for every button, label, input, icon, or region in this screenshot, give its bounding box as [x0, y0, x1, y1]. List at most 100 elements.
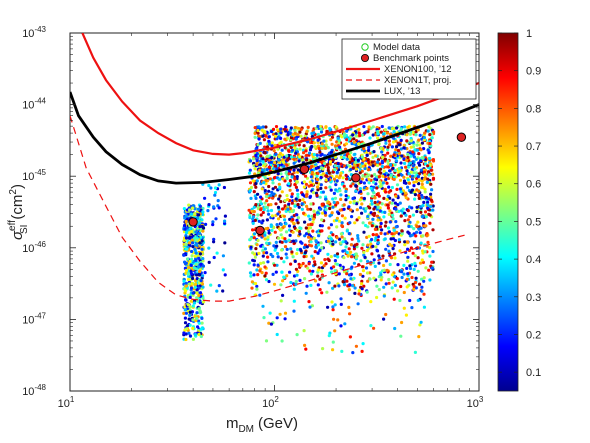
model-data-point — [344, 245, 348, 249]
model-data-point — [413, 264, 418, 268]
limit-curve — [70, 91, 479, 185]
model-data-point — [375, 163, 380, 168]
model-data-point — [298, 130, 302, 134]
model-data-point — [359, 189, 363, 194]
model-data-point — [379, 278, 383, 282]
model-data-point — [271, 181, 275, 185]
x-tick-label: 102 — [262, 395, 279, 410]
model-data-point — [284, 125, 288, 129]
model-data-point — [356, 236, 360, 240]
model-data-point — [380, 150, 384, 154]
model-data-point — [401, 207, 405, 211]
model-data-point — [334, 125, 338, 129]
model-data-point — [321, 347, 325, 351]
model-data-point — [287, 202, 291, 206]
model-data-point — [306, 207, 310, 211]
model-data-point — [370, 252, 374, 256]
model-data-point — [207, 203, 211, 207]
model-data-point — [426, 148, 430, 152]
model-data-point — [384, 190, 388, 194]
model-data-point — [420, 285, 424, 289]
model-data-point — [280, 339, 284, 343]
colorbar-tick-label: 0.2 — [526, 329, 541, 341]
model-data-point — [413, 167, 417, 171]
model-data-point — [293, 125, 297, 130]
model-data-point — [328, 162, 332, 166]
model-data-point — [290, 195, 294, 199]
model-data-point — [283, 199, 287, 203]
model-data-point — [335, 174, 339, 179]
colorbar-tick-label: 0.7 — [526, 141, 541, 153]
model-data-point — [196, 325, 200, 329]
model-data-point — [269, 193, 273, 197]
model-data-point — [304, 347, 308, 351]
model-data-point — [420, 179, 424, 183]
model-data-point — [337, 219, 342, 223]
model-data-point — [418, 143, 422, 147]
model-data-point — [313, 279, 318, 283]
model-data-point — [394, 139, 398, 143]
model-data-point — [282, 127, 287, 131]
model-data-point — [252, 263, 256, 267]
model-data-point — [338, 145, 342, 149]
model-data-point — [272, 244, 276, 248]
model-data-point — [309, 237, 313, 241]
model-data-point — [337, 176, 341, 180]
model-data-point — [317, 234, 321, 238]
model-data-point — [307, 235, 311, 239]
model-data-point — [269, 224, 273, 229]
model-data-point — [350, 237, 354, 241]
model-data-point — [298, 232, 302, 236]
model-data-point — [341, 280, 345, 284]
model-data-point — [405, 240, 409, 244]
model-data-point — [320, 229, 324, 233]
model-data-point — [431, 172, 435, 176]
model-data-point — [422, 276, 426, 280]
model-data-point — [417, 335, 421, 339]
model-data-point — [346, 254, 350, 258]
model-data-point — [419, 320, 423, 324]
model-data-point — [355, 208, 359, 212]
model-data-point — [198, 252, 202, 256]
model-data-point — [351, 133, 355, 137]
model-data-point — [283, 179, 287, 183]
model-data-point — [335, 236, 339, 240]
model-data-point — [201, 296, 205, 300]
model-data-point — [256, 192, 260, 196]
model-data-point — [415, 148, 419, 152]
model-data-point — [333, 164, 337, 168]
model-data-point — [376, 205, 380, 209]
model-data-point — [417, 193, 421, 198]
model-data-point — [324, 197, 328, 201]
legend-benchmark: Benchmark points — [360, 53, 449, 64]
model-data-point — [326, 168, 330, 172]
model-data-point — [390, 201, 394, 205]
model-data-point — [319, 207, 323, 211]
model-data-point — [383, 210, 387, 214]
model-data-point — [337, 272, 341, 276]
model-data-point — [365, 153, 369, 157]
model-data-point — [381, 174, 385, 178]
model-data-point — [182, 253, 186, 257]
model-data-point — [291, 199, 295, 203]
model-data-point — [263, 201, 267, 205]
model-data-point — [358, 171, 362, 175]
model-data-point — [254, 181, 258, 186]
model-data-point — [263, 176, 267, 180]
model-data-point — [397, 166, 401, 171]
model-data-point — [198, 225, 202, 229]
model-data-point — [421, 156, 425, 160]
model-data-point — [320, 224, 324, 228]
model-data-point — [204, 222, 208, 226]
model-data-point — [353, 221, 357, 225]
model-data-point — [198, 269, 202, 274]
model-data-point — [258, 269, 262, 273]
model-data-point — [248, 271, 253, 275]
model-data-point — [267, 184, 271, 189]
model-data-point — [193, 236, 197, 240]
model-data-point — [323, 161, 327, 166]
model-data-point — [253, 167, 257, 171]
model-data-point — [351, 284, 355, 288]
model-data-point — [411, 160, 415, 164]
model-data-point — [286, 197, 290, 202]
